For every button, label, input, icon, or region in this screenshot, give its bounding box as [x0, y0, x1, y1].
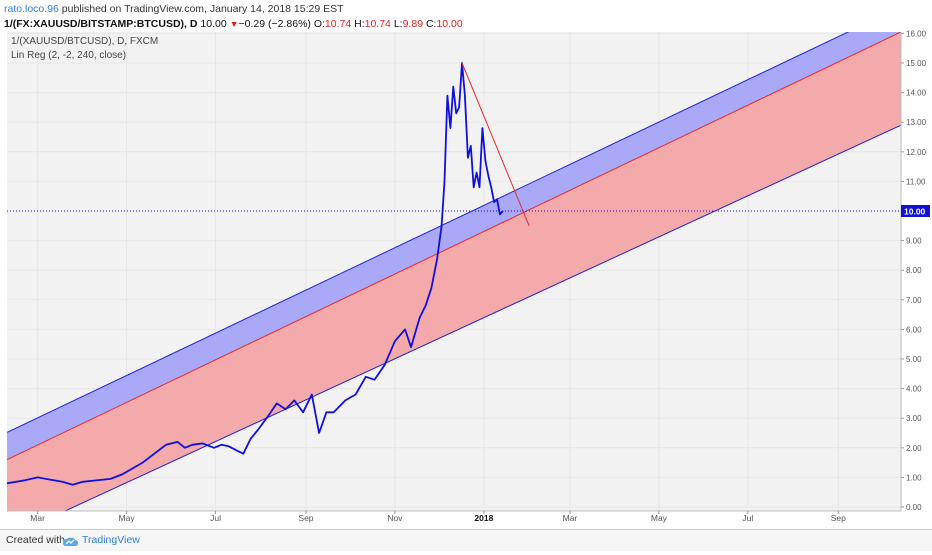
high-value: 10.74 — [364, 18, 391, 30]
y-tick-label: 14.00 — [906, 89, 927, 98]
y-tick-label: 7.00 — [906, 296, 922, 305]
trend-line-segment — [461, 62, 530, 226]
publish-line: rato.loco.96 published on TradingView.co… — [4, 2, 928, 17]
price-series — [6, 62, 504, 486]
time-axis[interactable]: Mar May Jul Sep Nov 2018 Mar May Jul Sep — [30, 511, 846, 523]
y-tick-label: 5.00 — [906, 355, 922, 364]
x-tick-label: Sep — [298, 513, 313, 523]
y-tick-label: 3.00 — [906, 414, 922, 423]
open-value: 10.74 — [324, 18, 352, 30]
last-price: 10.00 — [200, 18, 227, 30]
y-tick-label: 11.00 — [906, 177, 926, 186]
author-link[interactable]: rato.loco.96 — [4, 3, 59, 15]
created-with-text: Created with — [6, 534, 65, 546]
y-tick-label: 1.00 — [906, 473, 922, 482]
change-value: −0.29 (−2.86%) — [238, 18, 311, 30]
high-label: H: — [354, 18, 365, 30]
chart-header: rato.loco.96 published on TradingView.co… — [4, 2, 928, 32]
price-line — [6, 62, 504, 486]
down-arrow-icon: ▼ — [229, 19, 239, 29]
x-tick-label: Mar — [30, 513, 45, 523]
tradingview-brand[interactable]: TradingView — [82, 534, 140, 546]
last-price-badge: 10.00 — [901, 205, 930, 217]
badge-box — [901, 205, 930, 217]
x-tick-label: Jul — [742, 513, 753, 523]
badge-label: 10.00 — [904, 207, 926, 217]
y-tick-label: 6.00 — [906, 325, 922, 334]
lower-channel-line — [63, 124, 901, 511]
legend-symbol: 1/(XAUUSD/BTCUSD), D, FXCM — [11, 36, 158, 47]
y-tick-label: 12.00 — [906, 148, 927, 157]
x-tick-label: Mar — [563, 513, 578, 523]
close-value: 10.00 — [436, 18, 463, 30]
x-tick-label: Nov — [387, 513, 403, 523]
symbol-title: 1/(FX:XAUUSD/BITSTAMP:BTCUSD), D — [4, 18, 198, 30]
ohlc-line: 1/(FX:XAUUSD/BITSTAMP:BTCUSD), D 10.00 ▼… — [4, 17, 928, 32]
y-tick-label: 9.00 — [906, 237, 922, 246]
open-label: O: — [313, 18, 325, 30]
legend-indicator: Lin Reg (2, -2, 240, close) — [11, 50, 126, 61]
close-label: C: — [425, 18, 437, 30]
low-value: 9.89 — [402, 18, 424, 30]
regression-channel — [7, 32, 901, 511]
footer-bar: Created with TradingView — [0, 529, 932, 551]
trend-line — [461, 62, 530, 226]
x-tick-label: 2018 — [474, 513, 493, 523]
published-text: published on TradingView.com, January 14… — [61, 3, 344, 15]
low-label: L: — [393, 18, 403, 30]
price-axis[interactable]: 0.00 1.00 2.00 3.00 4.00 5.00 6.00 7.00 8.00 9.00… — [901, 29, 927, 512]
x-tick-label: May — [651, 513, 668, 523]
lower-band-fill — [7, 32, 901, 511]
y-tick-label: 0.00 — [906, 503, 922, 512]
y-tick-label: 2.00 — [906, 444, 922, 453]
y-tick-label: 16.00 — [906, 29, 927, 38]
x-tick-label: Jul — [210, 513, 221, 523]
x-tick-label: Sep — [831, 513, 846, 523]
y-tick-label: 15.00 — [906, 59, 927, 68]
y-tick-label: 4.00 — [906, 385, 922, 394]
center-regression-line — [7, 32, 901, 461]
tradingview-logo-icon — [62, 535, 79, 555]
price-chart[interactable]: 0.00 1.00 2.00 3.00 4.00 5.00 6.00 7.00 8.00 9.00… — [0, 0, 932, 529]
y-tick-label: 8.00 — [906, 266, 922, 275]
x-tick-label: May — [119, 513, 136, 523]
y-tick-label: 13.00 — [906, 118, 927, 127]
upper-channel-line — [7, 32, 850, 433]
